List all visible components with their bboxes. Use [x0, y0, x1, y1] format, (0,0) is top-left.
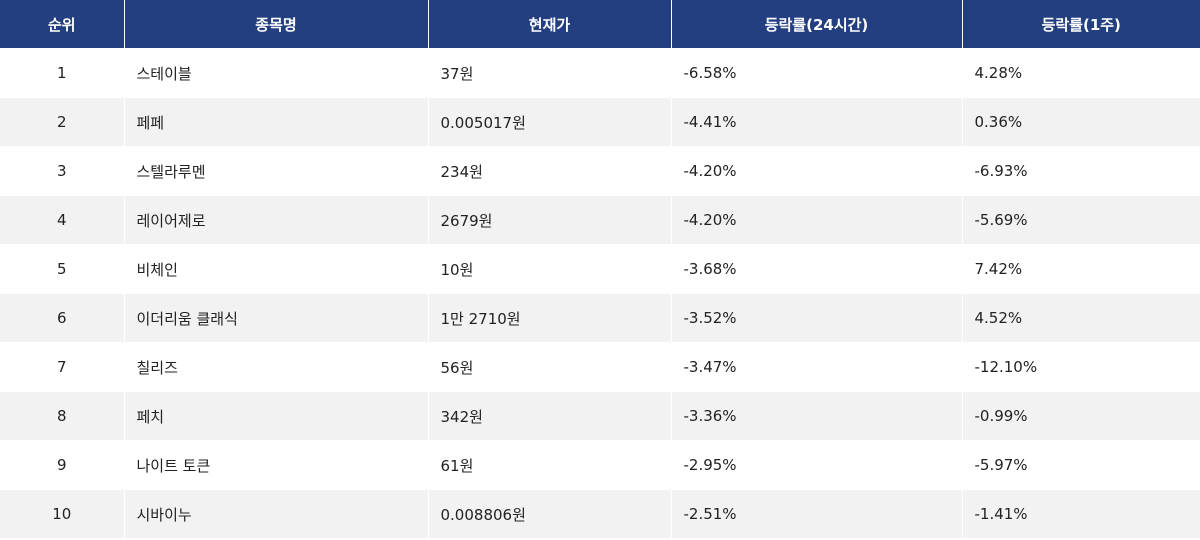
table-cell: -6.58% [671, 48, 963, 98]
table-cell: -4.41% [671, 97, 963, 147]
table-cell: 나이트 토큰 [124, 440, 429, 490]
table-cell: -6.93% [962, 146, 1200, 196]
table-cell: 0.008806원 [428, 489, 672, 539]
table-cell: 0.36% [962, 97, 1200, 147]
table-cell: 3 [0, 146, 125, 196]
table-cell: 시바이누 [124, 489, 429, 539]
header-cell: 종목명 [124, 0, 429, 49]
table-cell: 1 [0, 48, 125, 98]
table-row: 5 비체인 10원 -3.68% 7.42% [0, 244, 1200, 294]
table-row: 3 스텔라루멘 234원 -4.20% -6.93% [0, 146, 1200, 196]
table-cell: 페치 [124, 391, 429, 441]
table-row: 1 스테이블 37원 -6.58% 4.28% [0, 48, 1200, 98]
table-cell: 비체인 [124, 244, 429, 294]
header-row: 순위 종목명 현재가 등락률(24시간) 등락률(1주) [0, 0, 1200, 49]
table-cell: 스텔라루멘 [124, 146, 429, 196]
table-row: 6 이더리움 클래식 1만 2710원 -3.52% 4.52% [0, 293, 1200, 343]
table-body: 1 스테이블 37원 -6.58% 4.28% 2 페페 0.005017원 -4.41% 0.3… [0, 48, 1200, 539]
table-cell: -1.41% [962, 489, 1200, 539]
table-cell: 7.42% [962, 244, 1200, 294]
table-cell: 37원 [428, 48, 672, 98]
table-row: 8 페치 342원 -3.36% -0.99% [0, 391, 1200, 441]
table-cell: -5.69% [962, 195, 1200, 245]
header-cell: 등락률(1주) [962, 0, 1200, 49]
table-cell: 페페 [124, 97, 429, 147]
table-cell: 2 [0, 97, 125, 147]
table-cell: 2679원 [428, 195, 672, 245]
header-cell: 순위 [0, 0, 125, 49]
table-header: 순위 종목명 현재가 등락률(24시간) 등락률(1주) [0, 0, 1200, 49]
table-row: 9 나이트 토큰 61원 -2.95% -5.97% [0, 440, 1200, 490]
table-cell: 7 [0, 342, 125, 392]
table-cell: 6 [0, 293, 125, 343]
table-cell: 5 [0, 244, 125, 294]
header-cell: 현재가 [428, 0, 672, 49]
table-row: 7 칠리즈 56원 -3.47% -12.10% [0, 342, 1200, 392]
table-cell: -3.47% [671, 342, 963, 392]
table-cell: 342원 [428, 391, 672, 441]
table-cell: 4.52% [962, 293, 1200, 343]
table-cell: 4 [0, 195, 125, 245]
table-cell: -3.68% [671, 244, 963, 294]
table-cell: -3.36% [671, 391, 963, 441]
table-cell: 10원 [428, 244, 672, 294]
table-row: 10 시바이누 0.008806원 -2.51% -1.41% [0, 489, 1200, 539]
table-row: 2 페페 0.005017원 -4.41% 0.36% [0, 97, 1200, 147]
table-cell: 234원 [428, 146, 672, 196]
table-cell: 9 [0, 440, 125, 490]
table-cell: -5.97% [962, 440, 1200, 490]
table-cell: 1만 2710원 [428, 293, 672, 343]
table-cell: -2.51% [671, 489, 963, 539]
table-cell: 스테이블 [124, 48, 429, 98]
table-cell: -0.99% [962, 391, 1200, 441]
table-cell: 56원 [428, 342, 672, 392]
table-cell: -2.95% [671, 440, 963, 490]
table-row: 4 레이어제로 2679원 -4.20% -5.69% [0, 195, 1200, 245]
table-cell: 8 [0, 391, 125, 441]
table-cell: 이더리움 클래식 [124, 293, 429, 343]
table-cell: -12.10% [962, 342, 1200, 392]
table-cell: 61원 [428, 440, 672, 490]
table-cell: -3.52% [671, 293, 963, 343]
table-cell: 칠리즈 [124, 342, 429, 392]
table-cell: 0.005017원 [428, 97, 672, 147]
table-cell: -4.20% [671, 146, 963, 196]
table-cell: 10 [0, 489, 125, 539]
header-cell: 등락률(24시간) [671, 0, 963, 49]
table-cell: 4.28% [962, 48, 1200, 98]
table-cell: 레이어제로 [124, 195, 429, 245]
table-cell: -4.20% [671, 195, 963, 245]
